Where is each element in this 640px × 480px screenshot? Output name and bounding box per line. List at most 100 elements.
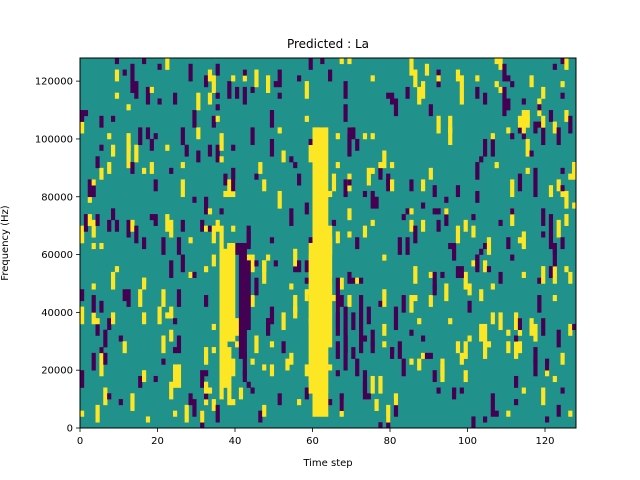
y-tick-label: 20000 <box>41 366 73 377</box>
heatmap-cell-low <box>153 375 158 383</box>
heatmap-cell-high <box>560 352 565 365</box>
heatmap-cell-high <box>521 387 526 394</box>
heatmap-cell-high <box>541 86 546 99</box>
heatmap-cell-low <box>517 173 523 192</box>
heatmap-cell-low <box>370 190 375 209</box>
heatmap-cell-low <box>134 81 139 99</box>
heatmap-cell-low <box>560 58 565 65</box>
heatmap-cell-low <box>250 127 255 146</box>
heatmap-cell-high <box>335 133 340 140</box>
heatmap-cell-low <box>455 185 461 198</box>
heatmap-cell-low <box>126 219 131 238</box>
heatmap-cell-low <box>440 271 445 278</box>
heatmap-band-high <box>223 248 228 388</box>
heatmap-cell-low <box>153 133 158 140</box>
heatmap-cell-low <box>510 208 515 215</box>
heatmap-cell-high <box>207 208 213 215</box>
heatmap-cell-low <box>304 260 309 273</box>
heatmap-cell-low <box>355 138 360 151</box>
heatmap-cell-low <box>246 381 251 388</box>
heatmap-cell-low <box>111 208 116 221</box>
heatmap-cell-high <box>378 162 383 169</box>
heatmap-cell-low <box>343 179 348 198</box>
heatmap-cell-low <box>153 179 158 192</box>
heatmap-cell-low <box>405 248 410 255</box>
heatmap-cell-low <box>277 69 282 88</box>
heatmap-cell-low <box>498 271 503 284</box>
x-tick-label: 80 <box>384 436 397 447</box>
heatmap-cell-low <box>304 277 309 284</box>
heatmap-cell-high <box>556 219 561 238</box>
heatmap-cell-low <box>231 167 236 180</box>
heatmap-cell-high <box>463 370 468 383</box>
heatmap-cell-low <box>83 110 89 117</box>
heatmap-cell-low <box>421 202 426 209</box>
heatmap-cell-low <box>297 173 302 186</box>
heatmap-cell-high <box>304 295 309 302</box>
heatmap-cell-low <box>514 335 519 342</box>
heatmap-cell-low <box>351 277 356 284</box>
heatmap-cell-high <box>417 358 422 371</box>
heatmap-cell-low <box>130 162 135 174</box>
heatmap-cell-high <box>533 323 538 342</box>
heatmap-cell-high <box>347 231 352 238</box>
heatmap-cell-low <box>405 237 410 250</box>
heatmap-cell-low <box>560 387 565 394</box>
heatmap-cell-high <box>572 202 577 209</box>
heatmap-cell-low <box>409 329 414 336</box>
heatmap-cell-high <box>529 75 534 88</box>
heatmap-cell-high <box>467 335 472 342</box>
heatmap-cell-high <box>91 243 96 250</box>
heatmap-cell-low <box>258 410 263 423</box>
heatmap-cell-high <box>564 110 569 122</box>
heatmap-cell-low <box>459 387 464 394</box>
heatmap-cell-high <box>126 162 131 169</box>
heatmap-cell-high <box>304 289 309 296</box>
heatmap-cell-low <box>405 86 410 99</box>
heatmap-cell-high <box>521 121 526 134</box>
heatmap-cell-low <box>277 92 282 99</box>
heatmap-cells <box>80 58 577 429</box>
heatmap-cell-low <box>215 92 220 99</box>
heatmap-cell-low <box>180 127 185 146</box>
heatmap-cell-high <box>80 121 85 134</box>
heatmap-cell-low <box>281 341 286 354</box>
heatmap-cell-high <box>149 162 154 174</box>
heatmap-cell-high <box>483 341 488 359</box>
heatmap-cell-low <box>219 208 224 215</box>
heatmap-cell-low <box>421 335 426 342</box>
heatmap-cell-low <box>192 399 197 417</box>
heatmap-cell-high <box>541 387 546 406</box>
heatmap-cell-low <box>130 63 135 76</box>
heatmap-cell-low <box>122 289 127 302</box>
heatmap-cell-low <box>192 196 197 203</box>
heatmap-cell-high <box>138 289 143 307</box>
heatmap-cell-low <box>452 243 457 261</box>
heatmap-cell-high <box>142 312 147 325</box>
heatmap-cell-high <box>339 277 344 290</box>
heatmap-cell-low <box>91 179 96 198</box>
heatmap-cell-high <box>328 190 333 198</box>
heatmap-cell-low <box>560 185 565 192</box>
heatmap-cell-high <box>188 271 193 278</box>
heatmap-cell-low <box>401 358 406 377</box>
heatmap-cell-high <box>413 295 418 302</box>
heatmap-cell-low <box>99 144 104 151</box>
heatmap-band-high <box>227 243 236 342</box>
heatmap-cell-low <box>95 323 100 336</box>
heatmap-cell-low <box>378 167 383 174</box>
heatmap-cell-low <box>362 190 368 198</box>
heatmap-cell-high <box>173 410 178 417</box>
heatmap-cell-low <box>359 277 364 284</box>
heatmap-cell-low <box>572 323 577 331</box>
heatmap-band-low <box>242 352 247 377</box>
heatmap-cell-low <box>145 127 151 140</box>
heatmap-cell-high <box>444 283 449 302</box>
heatmap-cell-low <box>242 69 247 76</box>
heatmap-cell-high <box>134 144 139 163</box>
heatmap-cell-high <box>510 179 515 198</box>
heatmap-band-low <box>455 266 464 278</box>
heatmap-cell-high <box>483 323 488 342</box>
heatmap-band-high <box>169 381 174 400</box>
